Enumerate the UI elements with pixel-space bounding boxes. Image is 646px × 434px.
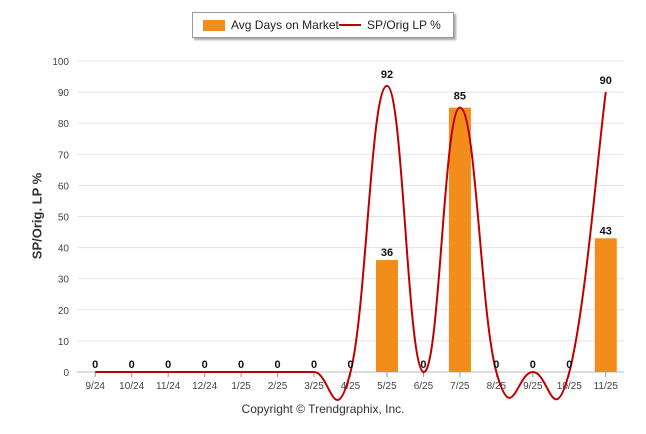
legend: Avg Days on Market SP/Orig LP % — [192, 12, 454, 38]
y-tick-label: 50 — [58, 213, 70, 224]
line-data-label: 0 — [566, 359, 572, 371]
line-data-label: 0 — [311, 359, 317, 371]
legend-label-days: Avg Days on Market — [231, 18, 339, 32]
bar — [375, 260, 398, 372]
y-tick-label: 10 — [58, 337, 70, 348]
x-tick-label: 6/25 — [414, 381, 434, 392]
legend-label-sp: SP/Orig LP % — [367, 18, 441, 32]
x-tick-label: 10/24 — [119, 381, 144, 392]
line-data-label: 0 — [92, 359, 98, 371]
x-tick-label: 9/25 — [523, 381, 543, 392]
y-tick-label: 30 — [58, 275, 70, 286]
line-data-label: 85 — [454, 91, 466, 103]
line-data-label: 0 — [202, 359, 208, 371]
line-data-label: 0 — [420, 359, 426, 371]
x-tick-label: 1/25 — [231, 381, 251, 392]
line-data-label: 0 — [275, 359, 281, 371]
y-tick-label: 80 — [58, 119, 70, 130]
legend-swatch-line — [339, 24, 361, 26]
line-data-label: 0 — [129, 359, 135, 371]
y-tick-label: 90 — [58, 88, 70, 99]
x-tick-label: 7/25 — [450, 381, 470, 392]
y-tick-label: 100 — [52, 57, 69, 68]
bar — [448, 107, 471, 373]
x-tick-label: 11/25 — [594, 381, 619, 392]
bar-data-label: 43 — [600, 225, 612, 237]
y-tick-label: 70 — [58, 150, 70, 161]
bar-data-label: 36 — [381, 247, 393, 259]
y-tick-label: 60 — [58, 181, 70, 192]
legend-item-days: Avg Days on Market — [203, 13, 339, 37]
x-tick-label: 12/24 — [192, 381, 217, 392]
x-tick-label: 9/24 — [85, 381, 105, 392]
line-data-label: 0 — [165, 359, 171, 371]
line-data-label: 0 — [238, 359, 244, 371]
y-tick-label: 20 — [58, 306, 70, 317]
copyright-footer: Copyright © Trendgraphix, Inc. — [241, 402, 405, 416]
legend-swatch-bar — [203, 19, 225, 31]
line-data-label: 0 — [530, 359, 536, 371]
line-data-label: 90 — [600, 75, 612, 87]
line-data-label: 0 — [347, 359, 353, 371]
x-tick-label: 10/25 — [557, 381, 582, 392]
legend-item-sp: SP/Orig LP % — [339, 13, 441, 37]
x-tick-label: 2/25 — [268, 381, 288, 392]
x-tick-label: 4/25 — [341, 381, 361, 392]
line-series-sp-orig — [95, 84, 607, 401]
x-tick-label: 5/25 — [377, 381, 397, 392]
line-data-label: 92 — [381, 69, 393, 81]
x-tick-label: 3/25 — [304, 381, 324, 392]
bar — [594, 238, 617, 372]
line-data-label: 0 — [493, 359, 499, 371]
y-tick-label: 40 — [58, 244, 70, 255]
y-tick-label: 0 — [63, 368, 69, 379]
x-tick-label: 8/25 — [487, 381, 507, 392]
x-tick-label: 11/24 — [156, 381, 181, 392]
